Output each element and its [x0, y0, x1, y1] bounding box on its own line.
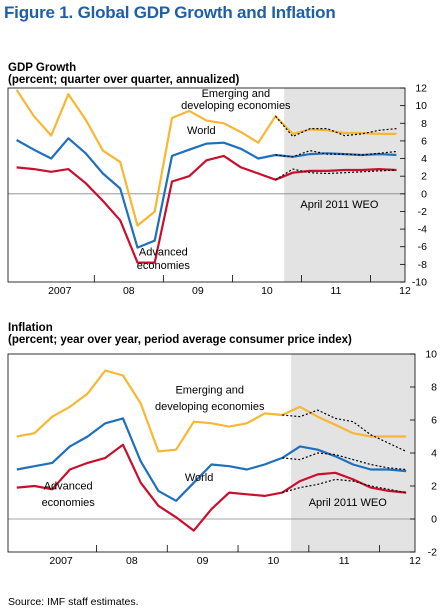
gdp-chart-title: GDP Growth: [8, 62, 77, 74]
y-tick-label: 0: [421, 188, 427, 200]
x-tick-label: 2007: [49, 555, 73, 567]
series-line-advanced: [16, 443, 407, 532]
annotation-label: World: [185, 472, 214, 484]
projection-shading: [284, 88, 405, 282]
figure-title: Figure 1. Global GDP Growth and Inflatio…: [4, 3, 336, 22]
annotation-label: World: [187, 125, 216, 137]
inflation-chart-subtitle: (percent; year over year, period average…: [8, 334, 352, 346]
plot-frame: [7, 87, 406, 283]
y-tick-label: 8: [431, 382, 437, 394]
x-tick-label: 09: [192, 285, 204, 297]
y-tick-label: -8: [418, 259, 427, 271]
annotation-label: Emerging and: [202, 88, 271, 100]
y-tick-label: 0: [431, 514, 437, 526]
y-tick-label: 6: [431, 415, 437, 427]
projection-line-world: [282, 452, 407, 471]
x-tick-label: 11: [331, 285, 342, 297]
series-line-advanced: [16, 154, 397, 264]
projection-line-emerging: [282, 409, 407, 452]
annotation-label: economies: [137, 260, 191, 272]
inflation-panel-title: Inflation (percent; year over year, peri…: [8, 322, 352, 346]
projection-line-emerging: [275, 115, 397, 138]
x-tick-label: 08: [126, 555, 138, 567]
y-tick-label: 10: [425, 349, 437, 361]
projection-line-world: [275, 149, 397, 158]
y-tick-label: -4: [418, 224, 427, 236]
y-tick-label: 8: [421, 118, 427, 130]
y-tick-label: 2: [431, 481, 437, 493]
inflation-chart: 2007 08 09 10 11 12 -2 0 2 4 6 8 10 Emerging and devel…: [7, 349, 437, 567]
gdp-chart-subtitle: (percent; quarter over quarter, annualiz…: [8, 74, 240, 86]
annotation-label: economies: [42, 497, 96, 509]
x-tick-label: 12: [399, 285, 411, 297]
x-tick-label: 08: [123, 285, 135, 297]
y-tick-label: 4: [421, 153, 427, 165]
annotation-label: April 2011 WEO: [309, 497, 387, 509]
y-tick-label: -2: [418, 206, 427, 218]
x-tick-label: 09: [197, 555, 209, 567]
x-tick-label: 2007: [48, 285, 72, 297]
y-tick-label: -6: [418, 241, 427, 253]
annotation-label: developing economies: [155, 401, 265, 413]
annotation-label: Advanced: [44, 480, 93, 492]
y-tick-label: 12: [415, 83, 427, 95]
x-tick-label: 11: [339, 555, 350, 567]
series-line-world: [16, 137, 397, 249]
gdp-growth-chart: 2007 08 09 10 11 12-10-8-6-4-2024681012Emergi…: [7, 83, 427, 297]
series-line-emerging: [16, 369, 407, 453]
series-line-world: [16, 417, 407, 502]
annotation-label: Advanced: [139, 247, 188, 259]
projection-shading: [291, 354, 415, 552]
projection-line-advanced: [282, 478, 407, 494]
annotation-label: Emerging and: [175, 385, 244, 397]
source-note: Source: IMF staff estimates.: [8, 596, 139, 608]
y-tick-label: 10: [415, 100, 427, 112]
annotation-label: developing economies: [181, 100, 291, 112]
x-tick-label: 10: [268, 555, 280, 567]
x-tick-label: 12: [409, 555, 421, 567]
projection-line-advanced: [275, 168, 397, 181]
y-tick-label: 2: [421, 171, 427, 183]
y-tick-label: 4: [431, 448, 437, 460]
annotation-label: April 2011 WEO: [300, 199, 378, 211]
x-tick-label: 10: [261, 285, 273, 297]
inflation-chart-title: Inflation: [8, 322, 53, 334]
y-tick-label: 6: [421, 135, 427, 147]
gdp-panel-title: GDP Growth (percent; quarter over quarte…: [8, 62, 239, 86]
y-tick-label: -10: [412, 277, 427, 289]
y-tick-label: -2: [428, 547, 437, 559]
